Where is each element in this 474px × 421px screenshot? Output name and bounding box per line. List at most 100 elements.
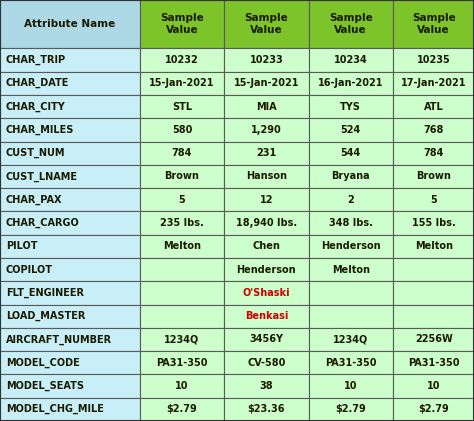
Text: 15-Jan-2021: 15-Jan-2021 (149, 78, 215, 88)
Text: CHAR_CITY: CHAR_CITY (6, 101, 65, 112)
Text: ATL: ATL (424, 101, 444, 112)
Text: PA31-350: PA31-350 (325, 358, 376, 368)
Bar (393, 118, 474, 141)
Bar (0, 188, 140, 211)
Bar (393, 0, 474, 48)
Bar (393, 328, 474, 351)
Bar (224, 165, 309, 188)
Text: 784: 784 (172, 148, 192, 158)
Bar (393, 304, 474, 328)
Bar (393, 48, 474, 72)
Bar (393, 165, 474, 188)
Text: 5: 5 (430, 195, 437, 205)
Bar (0, 398, 140, 421)
Text: CUST_NUM: CUST_NUM (6, 148, 65, 158)
Bar (309, 72, 393, 95)
Text: Henderson: Henderson (321, 241, 381, 251)
Text: 235 lbs.: 235 lbs. (160, 218, 204, 228)
Bar (393, 234, 474, 258)
Text: $2.79: $2.79 (167, 404, 197, 414)
Bar (224, 234, 309, 258)
Bar (393, 351, 474, 374)
Text: Sample
Value: Sample Value (160, 13, 204, 35)
Text: O'Shaski: O'Shaski (243, 288, 290, 298)
Text: CV-580: CV-580 (247, 358, 285, 368)
Text: 17-Jan-2021: 17-Jan-2021 (401, 78, 466, 88)
Bar (309, 141, 393, 165)
Text: Benkasi: Benkasi (245, 311, 288, 321)
Bar (140, 72, 224, 95)
Bar (309, 328, 393, 351)
Text: TYS: TYS (340, 101, 361, 112)
Text: 3456Y: 3456Y (249, 335, 283, 344)
Text: Sample
Value: Sample Value (412, 13, 456, 35)
Bar (224, 211, 309, 235)
Text: Attribute Name: Attribute Name (24, 19, 116, 29)
Bar (140, 211, 224, 235)
Bar (0, 351, 140, 374)
Text: PA31-350: PA31-350 (156, 358, 208, 368)
Text: Brown: Brown (164, 171, 200, 181)
Bar (224, 118, 309, 141)
Bar (140, 304, 224, 328)
Text: 15-Jan-2021: 15-Jan-2021 (234, 78, 299, 88)
Bar (309, 374, 393, 398)
Bar (309, 188, 393, 211)
Text: CUST_LNAME: CUST_LNAME (6, 171, 78, 181)
Bar (0, 48, 140, 72)
Bar (224, 72, 309, 95)
Bar (224, 328, 309, 351)
Text: COPILOT: COPILOT (6, 265, 53, 274)
Text: 231: 231 (256, 148, 276, 158)
Bar (0, 165, 140, 188)
Bar (0, 328, 140, 351)
Bar (309, 281, 393, 304)
Bar (140, 141, 224, 165)
Text: Bryana: Bryana (331, 171, 370, 181)
Text: AIRCRAFT_NUMBER: AIRCRAFT_NUMBER (6, 334, 112, 345)
Text: CHAR_MILES: CHAR_MILES (6, 125, 74, 135)
Bar (309, 48, 393, 72)
Text: CHAR_PAX: CHAR_PAX (6, 195, 62, 205)
Bar (224, 0, 309, 48)
Text: 580: 580 (172, 125, 192, 135)
Bar (309, 118, 393, 141)
Bar (309, 211, 393, 235)
Bar (224, 351, 309, 374)
Text: Chen: Chen (253, 241, 280, 251)
Text: Melton: Melton (163, 241, 201, 251)
Bar (309, 234, 393, 258)
Text: PA31-350: PA31-350 (408, 358, 459, 368)
Bar (224, 95, 309, 118)
Text: 5: 5 (179, 195, 185, 205)
Text: 38: 38 (260, 381, 273, 391)
Text: Hanson: Hanson (246, 171, 287, 181)
Bar (140, 165, 224, 188)
Text: $2.79: $2.79 (336, 404, 366, 414)
Text: 348 lbs.: 348 lbs. (329, 218, 373, 228)
Bar (393, 188, 474, 211)
Bar (309, 0, 393, 48)
Text: $2.79: $2.79 (419, 404, 449, 414)
Text: CHAR_DATE: CHAR_DATE (6, 78, 69, 88)
Bar (224, 304, 309, 328)
Text: 1234Q: 1234Q (333, 335, 368, 344)
Bar (393, 374, 474, 398)
Text: 10: 10 (344, 381, 357, 391)
Text: 12: 12 (260, 195, 273, 205)
Bar (224, 258, 309, 281)
Bar (0, 72, 140, 95)
Bar (140, 188, 224, 211)
Bar (393, 72, 474, 95)
Bar (224, 188, 309, 211)
Text: 784: 784 (424, 148, 444, 158)
Bar (140, 374, 224, 398)
Bar (140, 328, 224, 351)
Bar (0, 281, 140, 304)
Text: CHAR_CARGO: CHAR_CARGO (6, 218, 80, 228)
Bar (140, 118, 224, 141)
Bar (309, 165, 393, 188)
Bar (0, 234, 140, 258)
Bar (309, 304, 393, 328)
Bar (0, 141, 140, 165)
